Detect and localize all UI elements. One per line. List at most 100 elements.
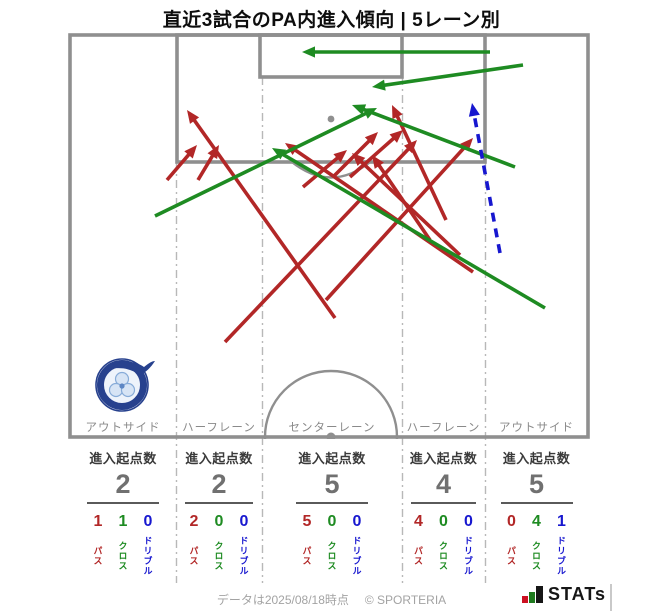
pass-arrow xyxy=(394,112,448,221)
pass-count: 5 xyxy=(302,513,312,530)
pass-label: パス xyxy=(506,546,516,566)
cross-arrow xyxy=(278,150,546,310)
lane-column-4: 進入起点数 5 0 パス 4 クロス 1 ドリブル xyxy=(485,443,588,586)
club-logo-bird xyxy=(101,361,155,375)
lane-breakdown: 2 パス 0 クロス 0 ドリブル xyxy=(176,513,262,580)
stats-brand-logo: STATs xyxy=(522,584,606,604)
cross-arrowhead xyxy=(272,148,287,160)
lane-entry-count: 5 xyxy=(528,469,545,499)
pass-arrow xyxy=(196,151,216,181)
dribble-stat: 1 ドリブル xyxy=(555,513,569,580)
pass-arrowhead xyxy=(389,130,403,143)
pass-arrowhead xyxy=(333,150,347,163)
pass-arrowhead xyxy=(392,105,403,120)
dribble-label: ドリブル xyxy=(238,536,249,576)
lane-label-0: アウトサイド xyxy=(86,421,161,434)
penalty-spot xyxy=(327,115,335,123)
pass-arrow xyxy=(165,150,193,182)
dribble-arrowhead xyxy=(468,103,480,117)
dribble-count: 1 xyxy=(557,513,566,530)
lane-metric-label: 進入起点数 xyxy=(185,451,253,466)
cross-label: クロス xyxy=(213,541,224,571)
pass-arrow xyxy=(331,137,373,179)
lane-stats-panel: 進入起点数 2 1 パス 1 クロス 0 ドリブル 進入起点数 2 2 パス 0 クロス 0 ドリブル 進入起点… xyxy=(0,443,663,586)
pass-arrowhead xyxy=(364,132,378,146)
dribble-count: 0 xyxy=(352,513,362,530)
lane-breakdown: 4 パス 0 クロス 0 ドリブル xyxy=(402,513,485,580)
lane-column-0: 進入起点数 2 1 パス 1 クロス 0 ドリブル xyxy=(70,443,176,586)
pass-arrowhead xyxy=(184,145,197,159)
pass-stat: 2 パス xyxy=(187,513,201,580)
cross-stat: 0 クロス xyxy=(437,513,451,580)
cross-arrowhead xyxy=(352,104,367,115)
copyright: © SPORTERIA xyxy=(364,593,447,607)
cross-stat: 0 クロス xyxy=(212,513,226,580)
lane-column-3: 進入起点数 4 4 パス 0 クロス 0 ドリブル xyxy=(402,443,485,586)
club-logo-pattern xyxy=(108,371,136,398)
dribble-count: 0 xyxy=(464,513,473,530)
arrow-layer xyxy=(154,46,546,344)
lane-metric-label: 進入起点数 xyxy=(502,451,571,466)
data-date-note: データは2025/08/18時点 xyxy=(216,593,349,607)
entry-count-underline xyxy=(185,502,253,504)
pass-stat: 0 パス xyxy=(505,513,519,580)
lane-breakdown: 5 パス 0 クロス 0 ドリブル xyxy=(262,513,402,580)
footer-note: データは2025/08/18時点 © SPORTERIA xyxy=(0,591,663,608)
lane-breakdown: 1 パス 1 クロス 0 ドリブル xyxy=(70,513,176,580)
pass-arrowhead xyxy=(352,153,366,166)
club-logo xyxy=(95,358,155,412)
pass-arrowhead xyxy=(187,110,200,124)
dribble-label: ドリブル xyxy=(556,536,566,576)
cross-label: クロス xyxy=(326,541,337,571)
lane-entry-count: 4 xyxy=(435,469,452,499)
pass-stat: 5 パス xyxy=(300,513,314,580)
goal-area xyxy=(258,33,404,79)
pass-arrow xyxy=(301,154,342,189)
lane-metric-label: 進入起点数 xyxy=(409,451,478,466)
pass-arrow xyxy=(291,146,475,274)
brand-text: STATs xyxy=(548,584,606,604)
lane-labels: アウトサイド ハーフレーン センターレーン ハーフレーン アウトサイド xyxy=(86,421,574,434)
lane-label-1: ハーフレーン xyxy=(182,422,256,434)
pass-label: パス xyxy=(413,546,423,566)
lane-label-3: ハーフレーン xyxy=(407,422,481,434)
cross-stat: 4 クロス xyxy=(530,513,544,580)
cross-arrowhead xyxy=(372,79,386,91)
cross-arrow xyxy=(380,63,524,88)
pass-stat: 1 パス xyxy=(91,513,105,580)
dribble-stat: 0 ドリブル xyxy=(462,513,476,580)
lane-column-1: 進入起点数 2 2 パス 0 クロス 0 ドリブル xyxy=(176,443,262,586)
frame-edge-line xyxy=(610,584,612,611)
dribble-label: ドリブル xyxy=(142,536,153,576)
entry-count-underline xyxy=(87,502,159,504)
dribble-count: 0 xyxy=(239,513,249,530)
pass-arrow xyxy=(375,161,432,242)
cross-label: クロス xyxy=(438,541,448,571)
cross-count: 0 xyxy=(439,513,448,530)
entry-count-underline xyxy=(500,502,573,504)
dribble-count: 0 xyxy=(143,513,153,530)
lane-metric-label: 進入起点数 xyxy=(89,451,157,466)
lane-entry-count: 2 xyxy=(115,469,131,499)
pitch-boundary xyxy=(68,33,590,439)
cross-count: 4 xyxy=(532,513,541,530)
pass-count: 1 xyxy=(93,513,103,530)
entry-count-underline xyxy=(411,502,476,504)
dribble-stat: 0 ドリブル xyxy=(141,513,155,580)
lane-entry-count: 5 xyxy=(324,469,340,499)
pass-count: 4 xyxy=(414,513,423,530)
lane-label-2: センターレーン xyxy=(289,421,376,434)
entry-count-underline xyxy=(296,502,368,504)
cross-label: クロス xyxy=(117,541,128,571)
pass-label: パス xyxy=(188,546,199,566)
lane-metric-label: 進入起点数 xyxy=(298,451,366,466)
dribble-label: ドリブル xyxy=(351,536,362,576)
pass-label: パス xyxy=(92,546,103,566)
cross-arrow xyxy=(359,106,516,169)
dribble-stat: 0 ドリブル xyxy=(350,513,364,580)
bar-chart-icon xyxy=(522,586,543,603)
cross-count: 0 xyxy=(327,513,337,530)
pass-count: 2 xyxy=(189,513,199,530)
cross-arrowhead xyxy=(302,46,315,58)
